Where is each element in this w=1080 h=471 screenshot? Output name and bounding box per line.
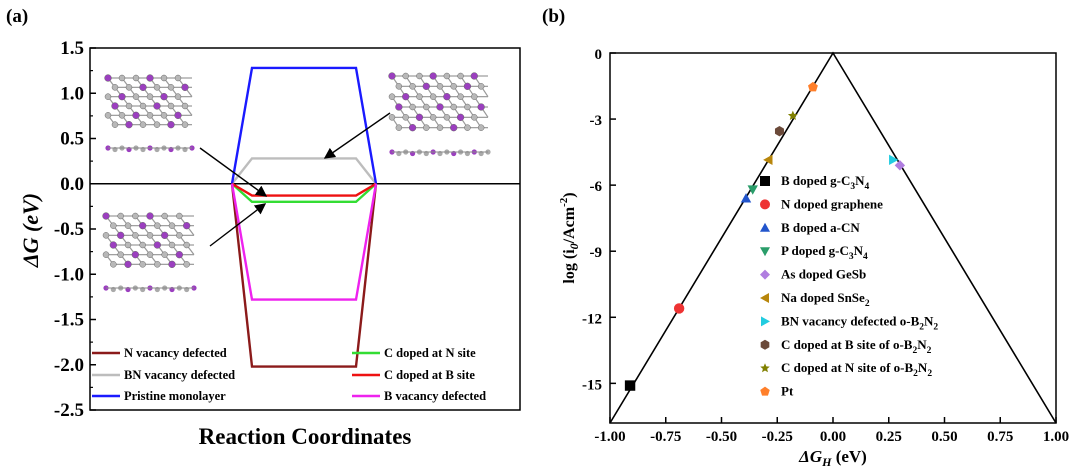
x-tick-label: 1.00 <box>1043 429 1069 445</box>
legend-marker <box>760 339 770 350</box>
x-tick-label: -0.25 <box>762 429 793 445</box>
y-tick-label: -9 <box>590 245 603 261</box>
legend-label: B vacancy defected <box>384 389 486 403</box>
legend-label: Pristine monolayer <box>124 389 226 403</box>
x-tick-label: 0.50 <box>931 429 957 445</box>
y-tick-label: -1.0 <box>54 264 84 285</box>
y-tick-label: 0.0 <box>60 174 84 195</box>
x-tick-label: 0.25 <box>876 429 902 445</box>
y-tick-label: 0 <box>595 47 603 63</box>
annotation-arrow <box>323 112 391 159</box>
series-line-bn-vacancy-defected <box>231 157 377 185</box>
y-tick-label: -3 <box>590 113 603 129</box>
data-point-triangle-up <box>740 193 752 203</box>
x-tick-label: 0.75 <box>987 429 1013 445</box>
x-tick-label: -0.75 <box>650 429 681 445</box>
legend-marker <box>760 269 770 280</box>
y-tick-label: -15 <box>582 377 602 393</box>
y-tick-label: -0.5 <box>54 219 84 240</box>
y-tick-label: 0.5 <box>60 129 84 150</box>
legend-label: C doped at B site of o-B2N2 <box>781 337 932 356</box>
panel-b: (b) -1.00 -0.75 -0.50 -0.25 0.00 0.25 0.50 0.75… <box>542 6 1069 469</box>
series-line-c-doped-at-b-site <box>231 182 377 197</box>
structure-image-bottom-left <box>102 212 197 293</box>
legend-marker <box>760 222 770 232</box>
legend-label: C doped at B site <box>384 368 475 382</box>
data-point-diamond <box>894 160 906 171</box>
x-tick-label: 0.00 <box>820 429 846 445</box>
legend-label: N vacancy defected <box>124 346 227 360</box>
series-line-pristine-monolayer <box>230 66 378 184</box>
panel-a-y-axis-title: ΔG (eV) <box>18 193 43 268</box>
annotation-arrow <box>199 147 268 197</box>
legend-marker <box>760 247 770 257</box>
panel-a: (a) 1.5 1.0 0.5 0.0 -0.5 -1.0 -1.5 -2.0 -2.5 ΔG … <box>6 6 521 449</box>
legend-label: BN vacancy defected o-B2N2 <box>781 313 938 332</box>
legend-marker <box>760 386 770 396</box>
panel-a-series <box>230 66 378 368</box>
legend-marker <box>760 176 770 186</box>
legend-marker <box>761 316 770 327</box>
data-point-triangle-right <box>889 154 899 166</box>
y-tick-label: -1.5 <box>54 310 84 331</box>
legend-label: C doped at N site <box>384 346 476 360</box>
legend-label: Na doped SnSe2 <box>781 290 870 309</box>
panel-b-ticks: -1.00 -0.75 -0.50 -0.25 0.00 0.25 0.50 0.75 1.00… <box>582 47 1069 445</box>
panel-a-legend: N vacancy defected BN vacancy defected Pri… <box>92 346 486 403</box>
panel-a-arrows <box>199 112 391 247</box>
legend-label: P doped g-C3N4 <box>781 243 868 262</box>
y-tick-label: -6 <box>590 179 603 195</box>
data-point-hexagon <box>774 125 784 137</box>
legend-label: Pt <box>781 384 794 399</box>
structure-image-top-left <box>104 74 195 153</box>
legend-label: As doped GeSb <box>781 267 866 282</box>
annotation-arrow <box>209 203 267 247</box>
data-point-triangle-left <box>763 154 773 166</box>
legend-label: C doped at N site of o-B2N2 <box>781 360 932 379</box>
series-line-n-vacancy-defected <box>230 183 378 368</box>
y-tick-label: 1.5 <box>60 38 84 59</box>
legend-marker <box>760 199 770 210</box>
series-line-b-vacancy-defected <box>230 183 378 301</box>
y-tick-label: -2.5 <box>54 400 84 421</box>
legend-label: BN vacancy defected <box>124 368 235 382</box>
legend-marker <box>760 293 769 303</box>
data-point-star <box>787 110 798 120</box>
legend-label: N doped graphene <box>781 196 883 211</box>
data-point-square <box>624 380 636 391</box>
x-tick-label: -1.00 <box>594 429 625 445</box>
panel-a-y-ticks: 1.5 1.0 0.5 0.0 -0.5 -1.0 -1.5 -2.0 -2.5 <box>54 38 96 421</box>
structure-image-top-right <box>388 72 491 157</box>
y-tick-label: 1.0 <box>60 83 84 104</box>
y-tick-label: -12 <box>582 311 602 327</box>
y-tick-label: -2.0 <box>54 355 84 376</box>
legend-marker <box>760 363 770 373</box>
panel-a-label: (a) <box>6 6 28 27</box>
panel-b-label: (b) <box>542 6 565 27</box>
x-tick-label: -0.50 <box>706 429 737 445</box>
panel-b-legend: B doped g-C3N4 N doped graphene B doped a-… <box>760 173 938 399</box>
data-point-circle <box>673 303 685 314</box>
data-point-triangle-down <box>747 185 758 195</box>
panel-b-y-axis-title: log (i0/Acm-2) <box>558 192 581 283</box>
data-point-pentagon <box>807 81 818 92</box>
panel-b-x-axis-title: ΔGH (eV) <box>798 447 867 469</box>
panel-a-x-axis-title: Reaction Coordinates <box>199 424 412 449</box>
legend-label: B doped a-CN <box>781 220 860 235</box>
legend-label: B doped g-C3N4 <box>781 173 870 192</box>
series-line-c-doped-at-n-site <box>231 182 377 204</box>
